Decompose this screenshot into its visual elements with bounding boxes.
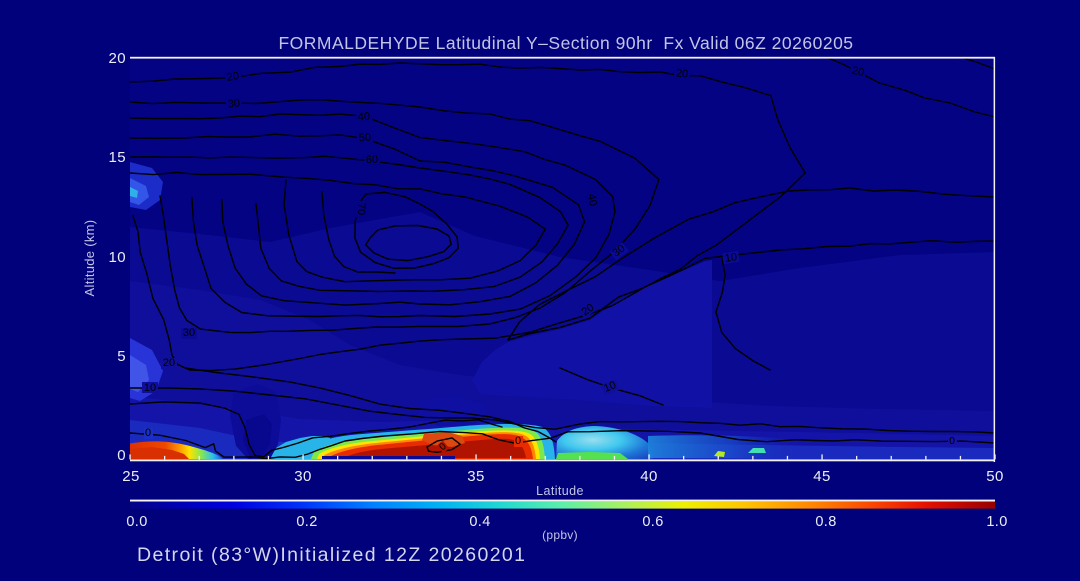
svg-text:Altitude (km): Altitude (km): [82, 220, 97, 297]
svg-text:60: 60: [366, 154, 379, 167]
svg-text:1.0: 1.0: [986, 514, 1007, 530]
svg-text:0.8: 0.8: [815, 514, 836, 530]
svg-text:30: 30: [294, 468, 312, 485]
svg-text:40: 40: [358, 111, 371, 124]
svg-text:0.2: 0.2: [296, 514, 317, 530]
svg-text:10: 10: [724, 251, 738, 265]
svg-text:0.4: 0.4: [469, 514, 490, 530]
svg-text:40: 40: [640, 468, 658, 485]
svg-text:35: 35: [467, 468, 485, 485]
svg-text:25: 25: [122, 468, 140, 485]
svg-text:5: 5: [117, 348, 126, 365]
svg-text:0: 0: [145, 427, 151, 439]
svg-text:70: 70: [355, 203, 367, 215]
svg-text:FORMALDEHYDE Latitudinal Y–Sec: FORMALDEHYDE Latitudinal Y–Section 90hr …: [278, 33, 853, 53]
svg-text:20: 20: [163, 357, 175, 369]
svg-text:0: 0: [515, 435, 521, 447]
svg-text:0: 0: [437, 441, 449, 453]
svg-text:50: 50: [986, 468, 1004, 485]
svg-text:30: 30: [610, 243, 627, 260]
svg-text:0.0: 0.0: [126, 514, 147, 530]
svg-text:Detroit (83°W)Initialized 12Z: Detroit (83°W)Initialized 12Z 20260201: [137, 544, 526, 566]
svg-text:20: 20: [226, 70, 240, 84]
svg-text:20: 20: [109, 50, 127, 67]
svg-text:(ppbv): (ppbv): [542, 528, 578, 542]
svg-text:30: 30: [183, 327, 195, 339]
svg-text:0.6: 0.6: [642, 514, 663, 530]
svg-text:0: 0: [949, 435, 955, 447]
svg-text:20: 20: [580, 302, 597, 319]
svg-text:40: 40: [585, 193, 599, 207]
svg-text:45: 45: [813, 468, 831, 485]
svg-text:20: 20: [851, 65, 866, 80]
svg-text:10: 10: [144, 382, 156, 394]
svg-text:10: 10: [109, 249, 127, 266]
svg-text:0: 0: [117, 447, 126, 464]
svg-text:Latitude: Latitude: [536, 484, 584, 498]
svg-text:30: 30: [227, 97, 240, 110]
svg-text:20: 20: [675, 67, 688, 80]
svg-text:10: 10: [602, 379, 618, 395]
svg-text:50: 50: [359, 132, 372, 145]
svg-text:15: 15: [109, 149, 127, 166]
